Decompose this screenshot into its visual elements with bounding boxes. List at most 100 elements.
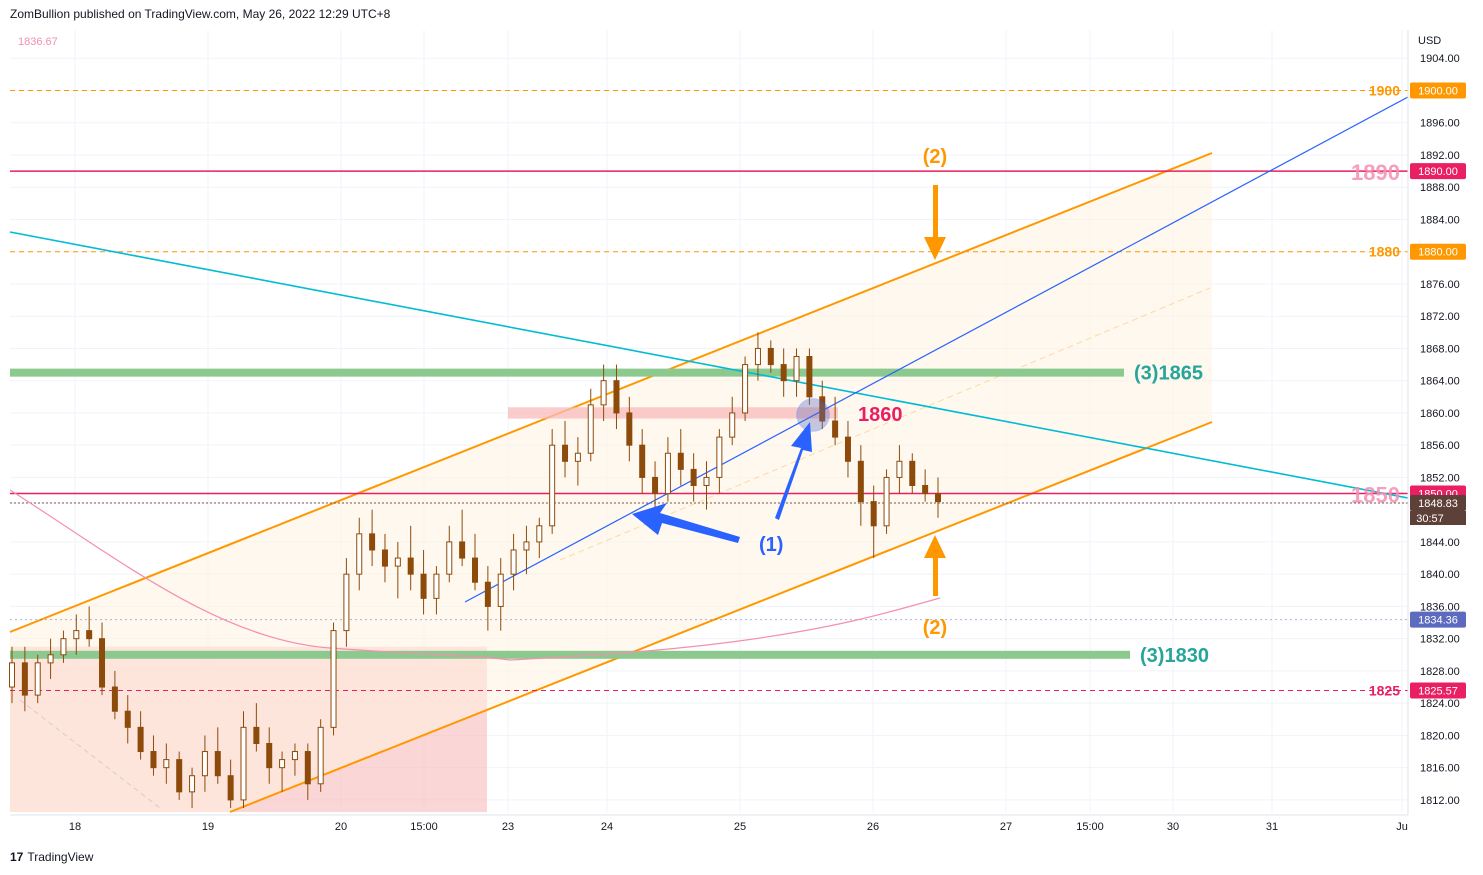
price-badge-1880.00: 1880.00 bbox=[1410, 243, 1466, 260]
candle-body bbox=[587, 404, 594, 454]
level-label-1825: 1825 bbox=[1369, 683, 1400, 699]
candle-body bbox=[664, 452, 671, 495]
candle-body bbox=[176, 759, 183, 793]
level-label-1890: 1890 bbox=[1351, 160, 1400, 185]
candle-body bbox=[639, 444, 646, 478]
time-tick-label: 15:00 bbox=[410, 821, 438, 833]
candle-body bbox=[922, 484, 929, 495]
candle-body bbox=[497, 573, 504, 607]
price-tick-label: 1896.00 bbox=[1420, 118, 1460, 130]
price-badge-bg bbox=[1410, 682, 1466, 699]
price-tick-label: 1832.00 bbox=[1420, 634, 1460, 646]
wave-1-up-arrow bbox=[775, 422, 812, 520]
annotations: 1900 1890 1880 1850 1825 (3)1865 (3)1830 1860 (1… bbox=[632, 82, 1400, 699]
candle-body bbox=[883, 476, 890, 527]
candle-body bbox=[369, 533, 376, 551]
candle-body bbox=[227, 775, 234, 801]
candle-body bbox=[832, 420, 839, 438]
candle-body bbox=[317, 726, 324, 785]
candle-body bbox=[343, 573, 350, 632]
price-badge-1890.00: 1890.00 bbox=[1410, 163, 1466, 180]
candle-body bbox=[279, 759, 286, 769]
drawings bbox=[9, 89, 1409, 813]
price-tick-label: 1836.00 bbox=[1420, 601, 1460, 613]
price-tick-label: 1844.00 bbox=[1420, 537, 1460, 549]
candle-body bbox=[330, 630, 337, 728]
zone-1830 bbox=[10, 650, 1130, 659]
time-tick-label: 30 bbox=[1167, 821, 1179, 833]
candle-body bbox=[433, 573, 440, 599]
price-badge-1900.00: 1900.00 bbox=[1410, 82, 1466, 99]
candle-body bbox=[47, 654, 54, 664]
candle-body bbox=[420, 573, 427, 599]
candle-body bbox=[381, 549, 388, 567]
price-tick-label: 1904.00 bbox=[1420, 53, 1460, 65]
time-tick-label: 26 bbox=[867, 821, 879, 833]
price-tick-label: 1852.00 bbox=[1420, 472, 1460, 484]
price-badge-text: 1900.00 bbox=[1418, 85, 1458, 97]
candle-body bbox=[446, 541, 453, 575]
time-axis[interactable]: 18 19 20 15:00 23 24 25 26 27 15:00 30 31 Ju bbox=[69, 821, 1408, 833]
candle-body bbox=[819, 396, 826, 422]
candle-body bbox=[857, 460, 864, 503]
annotation-wave-2-bottom: (2) bbox=[923, 617, 947, 639]
wave-2-down-arrow bbox=[924, 185, 946, 260]
candle-body bbox=[137, 726, 144, 753]
candle-body bbox=[99, 638, 106, 688]
candle-body bbox=[291, 751, 298, 761]
price-tick-label: 1872.00 bbox=[1420, 311, 1460, 323]
candle-body bbox=[523, 541, 530, 551]
price-badge-bg bbox=[1410, 494, 1466, 511]
candle-body bbox=[356, 533, 363, 575]
candle-body bbox=[870, 501, 877, 527]
candle-body bbox=[73, 630, 80, 640]
candle-body bbox=[935, 493, 941, 503]
time-tick-label: 31 bbox=[1266, 821, 1278, 833]
candle-body bbox=[742, 364, 749, 414]
candle-body bbox=[214, 751, 221, 777]
price-tick-label: 1820.00 bbox=[1420, 730, 1460, 742]
dashed-projection-line bbox=[19, 699, 161, 809]
candle-body bbox=[407, 557, 414, 575]
candle-body bbox=[189, 775, 196, 793]
channel-upper-line bbox=[9, 152, 1213, 633]
price-tick-label: 1884.00 bbox=[1420, 214, 1460, 226]
candle-body bbox=[652, 476, 659, 495]
currency-label: USD bbox=[1418, 35, 1441, 47]
candle-body bbox=[729, 412, 736, 438]
candle-body bbox=[304, 751, 311, 785]
candles bbox=[9, 332, 941, 808]
candle-body bbox=[703, 476, 710, 486]
candle-body bbox=[677, 452, 684, 470]
countdown-bg bbox=[1410, 510, 1466, 525]
candle-body bbox=[793, 356, 800, 382]
level-label-1850: 1850 bbox=[1351, 483, 1400, 508]
symbol-price-label: 1836.67 bbox=[18, 36, 58, 48]
candle-body bbox=[896, 460, 903, 478]
candle-body bbox=[34, 662, 41, 696]
candle-body bbox=[472, 557, 478, 583]
zone-label-1830: (3)1830 bbox=[1140, 645, 1209, 667]
time-tick-label: 25 bbox=[734, 821, 746, 833]
candle-body bbox=[754, 347, 761, 366]
breakout-circle bbox=[796, 398, 830, 432]
candle-body bbox=[844, 436, 851, 462]
candle-body bbox=[21, 662, 28, 696]
candle-body bbox=[600, 380, 607, 406]
price-badge-1825.57: 1825.57 bbox=[1410, 682, 1466, 699]
price-axis[interactable]: 1904.00 1900.00 1896.00 1892.00 1888.00 1884.… bbox=[1410, 53, 1466, 807]
price-tick-label: 1876.00 bbox=[1420, 279, 1460, 291]
channel-fill bbox=[10, 153, 1212, 812]
price-badge-bg bbox=[1410, 611, 1466, 628]
price-tick-label: 1892.00 bbox=[1420, 150, 1460, 162]
time-tick-label: 18 bbox=[69, 821, 81, 833]
tradingview-logo-icon: 17 bbox=[10, 850, 24, 864]
price-badge-text: 1848.83 bbox=[1418, 498, 1458, 510]
candle-body bbox=[459, 541, 466, 559]
level-label-1900: 1900 bbox=[1369, 82, 1400, 98]
candle-body bbox=[806, 356, 813, 398]
tradingview-footer[interactable]: 17 TradingView bbox=[10, 850, 93, 864]
price-tick-label: 1864.00 bbox=[1420, 376, 1460, 388]
price-badge-text: 1834.36 bbox=[1418, 615, 1458, 627]
